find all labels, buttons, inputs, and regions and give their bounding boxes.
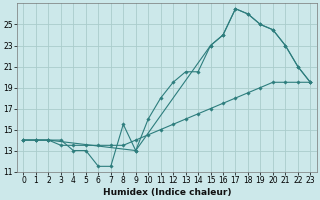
X-axis label: Humidex (Indice chaleur): Humidex (Indice chaleur) [103, 188, 231, 197]
